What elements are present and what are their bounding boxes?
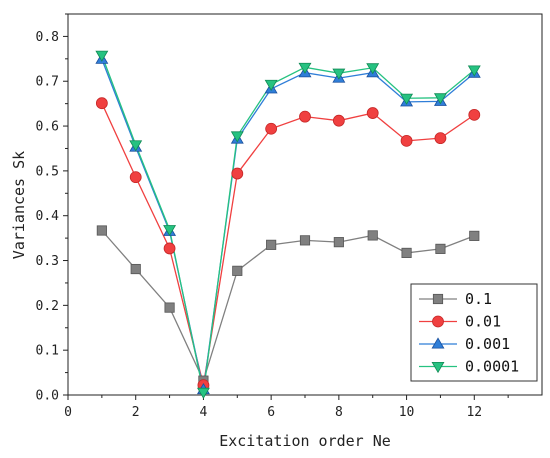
series-line-0.1: [101, 230, 475, 383]
data-point-0.1: [130, 263, 141, 275]
legend-marker: [431, 361, 445, 374]
legend-label: 0.0001: [465, 358, 519, 376]
y-tick-label: 0.2: [36, 299, 59, 314]
data-point-0.0001: [433, 93, 447, 105]
legend-label: 0.01: [465, 313, 501, 331]
x-tick-label: 6: [267, 405, 275, 420]
series-line-0.001: [101, 59, 475, 390]
data-point-0.01: [400, 134, 413, 147]
legend-label: 0.001: [465, 335, 510, 353]
x-axis-ticks: 0 2 4 6 8 10 12: [64, 395, 509, 420]
data-point-0.01: [332, 114, 345, 127]
legend-label: 0.1: [465, 290, 492, 308]
data-point-0.1: [96, 225, 107, 236]
y-axis-ticks: 0.0 0.1 0.2 0.3 0.4 0.5 0.6 0.7 0.8: [36, 13, 68, 404]
y-axis-title: Variances Sk: [10, 151, 28, 259]
data-point-0.1: [401, 247, 412, 258]
data-point-0.01: [231, 167, 244, 180]
data-point-0.01: [265, 122, 278, 135]
data-point-0.1: [164, 302, 175, 313]
y-tick-label: 0.0: [36, 389, 59, 404]
series-line-0.0001: [101, 55, 475, 393]
data-point-0.1: [333, 237, 344, 248]
data-point-0.0001: [332, 68, 346, 80]
y-tick-label: 0.5: [36, 164, 59, 179]
data-point-0.0001: [196, 387, 210, 399]
data-point-0.1: [469, 230, 480, 241]
data-point-0.1: [435, 243, 446, 254]
y-tick-label: 0.7: [36, 75, 59, 90]
data-point-0.01: [163, 242, 176, 255]
series-markers: [95, 50, 481, 399]
data-point-0.0001: [264, 79, 278, 91]
x-tick-label: 4: [200, 405, 208, 420]
x-tick-label: 12: [466, 405, 482, 420]
data-point-0.0001: [163, 225, 177, 237]
data-point-0.01: [434, 132, 447, 145]
y-tick-label: 0.1: [36, 344, 59, 359]
legend-marker: [432, 293, 444, 305]
data-point-0.1: [367, 230, 378, 241]
data-point-0.01: [366, 107, 379, 119]
data-point-0.0001: [467, 65, 481, 77]
y-tick-label: 0.3: [36, 254, 59, 269]
data-point-0.0001: [400, 93, 414, 105]
series-lines: [101, 55, 475, 393]
data-point-0.0001: [366, 63, 380, 75]
x-tick-label: 8: [335, 405, 343, 420]
y-tick-label: 0.8: [36, 30, 59, 45]
data-point-0.0001: [230, 131, 244, 143]
data-point-0.01: [129, 171, 142, 184]
y-tick-label: 0.4: [36, 209, 60, 224]
data-point-0.1: [232, 265, 243, 276]
legend-marker: [432, 315, 444, 328]
data-point-0.01: [468, 108, 481, 121]
data-point-0.01: [95, 97, 108, 110]
data-point-0.0001: [95, 50, 109, 62]
data-point-0.1: [266, 239, 277, 250]
data-point-0.1: [299, 235, 311, 246]
x-axis-title: Excitation order Ne: [219, 432, 391, 450]
y-tick-label: 0.6: [36, 120, 59, 135]
data-point-0.0001: [129, 140, 143, 152]
legend-box: [410, 283, 538, 382]
data-point-0.01: [299, 110, 311, 123]
x-tick-label: 10: [399, 405, 415, 420]
legend: 0.1 0.01 0.001 0.0001: [410, 283, 538, 382]
legend-marker: [431, 337, 445, 349]
data-point-0.0001: [298, 62, 312, 74]
x-tick-label: 2: [132, 405, 140, 420]
x-tick-label: 0: [64, 405, 72, 420]
